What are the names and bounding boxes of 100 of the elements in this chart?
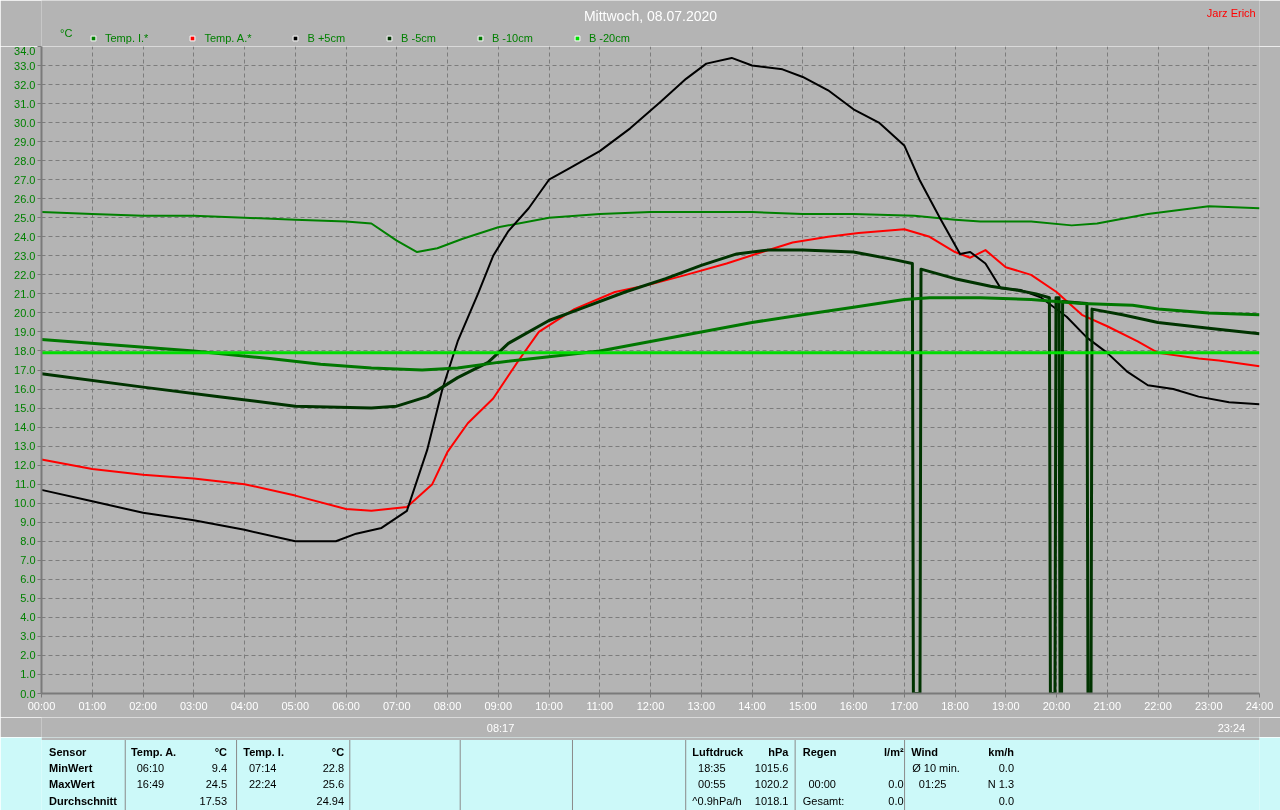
text: 08:17 bbox=[486, 721, 515, 734]
y-tick-label: 12.0 bbox=[14, 459, 36, 472]
text: °C bbox=[60, 26, 73, 39]
text: Temp. A. bbox=[130, 745, 177, 758]
y-tick-label: 18.0 bbox=[14, 344, 36, 357]
text: ^0.9hPa/h bbox=[692, 794, 742, 807]
y-tick-label: 22.0 bbox=[14, 268, 36, 281]
x-tick-label: 06:00 bbox=[332, 699, 360, 712]
text: 25.6 bbox=[322, 777, 345, 790]
text: Luftdruck bbox=[692, 745, 744, 758]
text: 07:14 bbox=[248, 761, 277, 774]
x-tick-label: 07:00 bbox=[382, 699, 411, 712]
x-tick-label: 08:00 bbox=[433, 699, 462, 712]
x-tick-label: 13:00 bbox=[687, 699, 716, 712]
text: 1020.2 bbox=[754, 777, 789, 790]
text: 00:00 bbox=[808, 777, 836, 790]
y-tick-label: 20.0 bbox=[14, 306, 36, 319]
y-tick-label: 24.0 bbox=[14, 230, 36, 243]
x-tick-label: 14:00 bbox=[738, 699, 766, 712]
x-tick-label: 19:00 bbox=[991, 699, 1020, 712]
y-tick-label: 10.0 bbox=[14, 497, 36, 510]
text: 1015.6 bbox=[754, 761, 789, 774]
text: 18:35 bbox=[698, 761, 726, 774]
line-series bbox=[41, 56, 1260, 543]
y-tick-label: 16.0 bbox=[14, 383, 36, 396]
y-tick-label: 28.0 bbox=[14, 154, 36, 167]
y-tick-label: 31.0 bbox=[14, 97, 36, 110]
x-tick-label: 20:00 bbox=[1042, 699, 1071, 712]
x-tick-label: 01:00 bbox=[78, 699, 107, 712]
text: Wind bbox=[911, 745, 939, 758]
text: 17.53 bbox=[199, 794, 228, 807]
x-tick-label: 15:00 bbox=[788, 699, 817, 712]
x-tick-label: 24:00 bbox=[1245, 699, 1274, 712]
legend-label: B -10cm bbox=[491, 32, 533, 44]
line-series bbox=[41, 205, 1260, 254]
y-tick-label: 21.0 bbox=[14, 287, 36, 300]
y-tick-label: 27.0 bbox=[14, 173, 36, 186]
text: l/m² bbox=[884, 745, 904, 758]
legend-label: Temp. I.* bbox=[105, 32, 149, 44]
x-tick-label: 17:00 bbox=[890, 699, 919, 712]
x-tick-label: 02:00 bbox=[129, 699, 157, 712]
text: 24.5 bbox=[205, 777, 228, 790]
text: 0.0 bbox=[998, 761, 1014, 774]
text: 22.8 bbox=[322, 761, 345, 774]
text: 0.0 bbox=[998, 794, 1014, 807]
text: 16:49 bbox=[136, 777, 165, 790]
x-tick-label: 21:00 bbox=[1093, 699, 1122, 712]
text: 0.0 bbox=[888, 777, 904, 790]
text: N 1.3 bbox=[987, 777, 1014, 790]
y-tick-label: 34.0 bbox=[14, 44, 36, 57]
legend-label: Temp. A.* bbox=[204, 32, 252, 44]
text: Ø 10 min. bbox=[912, 761, 960, 774]
x-tick-label: 09:00 bbox=[484, 699, 513, 712]
text: °C bbox=[214, 745, 228, 758]
text: Regen bbox=[802, 745, 837, 758]
y-tick-label: 0.0 bbox=[20, 687, 36, 700]
y-tick-label: 30.0 bbox=[14, 116, 36, 129]
y-tick-label: 19.0 bbox=[14, 325, 36, 338]
y-tick-label: 2.0 bbox=[20, 649, 36, 662]
y-tick-label: 23.0 bbox=[14, 249, 36, 262]
y-tick-label: 8.0 bbox=[20, 535, 36, 548]
text: MinWert bbox=[49, 761, 93, 774]
x-tick-label: 04:00 bbox=[230, 699, 259, 712]
y-tick-label: 3.0 bbox=[20, 630, 36, 643]
y-tick-label: 9.0 bbox=[20, 516, 36, 529]
x-tick-label: 18:00 bbox=[941, 699, 969, 712]
legend-label: B +5cm bbox=[307, 32, 346, 44]
text: 06:10 bbox=[136, 761, 165, 774]
y-tick-label: 7.0 bbox=[20, 554, 36, 567]
text: 22:24 bbox=[248, 777, 277, 790]
line-series bbox=[41, 296, 1260, 372]
y-tick-label: 5.0 bbox=[20, 592, 36, 605]
text: Gesamt: bbox=[802, 794, 845, 807]
text: hPa bbox=[768, 745, 790, 758]
x-tick-label: 00:00 bbox=[27, 699, 56, 712]
y-tick-label: 32.0 bbox=[14, 78, 36, 91]
text: 1018.1 bbox=[754, 794, 789, 807]
text: Durchschnitt bbox=[49, 794, 118, 807]
y-tick-label: 14.0 bbox=[14, 421, 36, 434]
x-tick-label: 05:00 bbox=[281, 699, 310, 712]
legend-label: B -5cm bbox=[401, 32, 436, 44]
x-tick-label: 11:00 bbox=[586, 699, 614, 712]
y-tick-label: 6.0 bbox=[20, 573, 36, 586]
line-series bbox=[41, 228, 1260, 512]
y-tick-label: 4.0 bbox=[20, 611, 36, 624]
chart-title: Mittwoch, 08.07.2020 bbox=[583, 7, 718, 24]
x-tick-label: 03:00 bbox=[179, 699, 208, 712]
legend-label: B -20cm bbox=[588, 32, 630, 44]
y-tick-label: 17.0 bbox=[14, 364, 36, 376]
text: °C bbox=[331, 745, 345, 758]
text: 23:24 bbox=[1217, 721, 1246, 734]
text: 01:25 bbox=[918, 777, 947, 790]
y-tick-label: 25.0 bbox=[14, 211, 36, 224]
text: Jarz Erich bbox=[1206, 6, 1256, 19]
text: Sensor bbox=[49, 745, 88, 758]
text: 24.94 bbox=[316, 794, 345, 807]
y-tick-label: 11.0 bbox=[14, 478, 36, 491]
y-tick-label: 1.0 bbox=[20, 668, 36, 681]
text: 9.4 bbox=[211, 761, 228, 774]
y-tick-label: 26.0 bbox=[14, 192, 36, 205]
